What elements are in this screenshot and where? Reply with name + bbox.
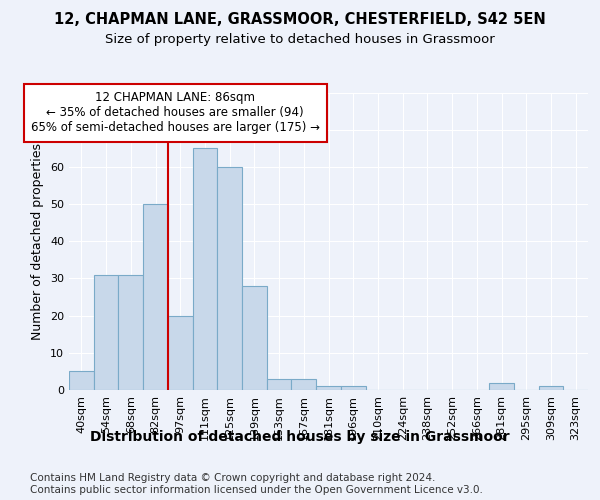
Bar (341, 386, 365, 390)
Bar (489, 382, 514, 390)
Bar (242, 286, 267, 390)
Bar (168, 316, 193, 390)
Bar (94, 274, 118, 390)
Y-axis label: Number of detached properties: Number of detached properties (31, 143, 44, 340)
Text: Contains HM Land Registry data © Crown copyright and database right 2024.
Contai: Contains HM Land Registry data © Crown c… (30, 474, 483, 495)
Bar (193, 148, 217, 390)
Bar (69, 372, 94, 390)
Bar (539, 386, 563, 390)
Text: 12, CHAPMAN LANE, GRASSMOOR, CHESTERFIELD, S42 5EN: 12, CHAPMAN LANE, GRASSMOOR, CHESTERFIEL… (54, 12, 546, 28)
Bar (217, 167, 242, 390)
Bar (143, 204, 168, 390)
Text: Size of property relative to detached houses in Grassmoor: Size of property relative to detached ho… (105, 32, 495, 46)
Bar (118, 274, 143, 390)
Text: Distribution of detached houses by size in Grassmoor: Distribution of detached houses by size … (90, 430, 510, 444)
Bar (292, 379, 316, 390)
Bar (316, 386, 341, 390)
Text: 12 CHAPMAN LANE: 86sqm
← 35% of detached houses are smaller (94)
65% of semi-det: 12 CHAPMAN LANE: 86sqm ← 35% of detached… (31, 92, 320, 134)
Bar (267, 379, 292, 390)
